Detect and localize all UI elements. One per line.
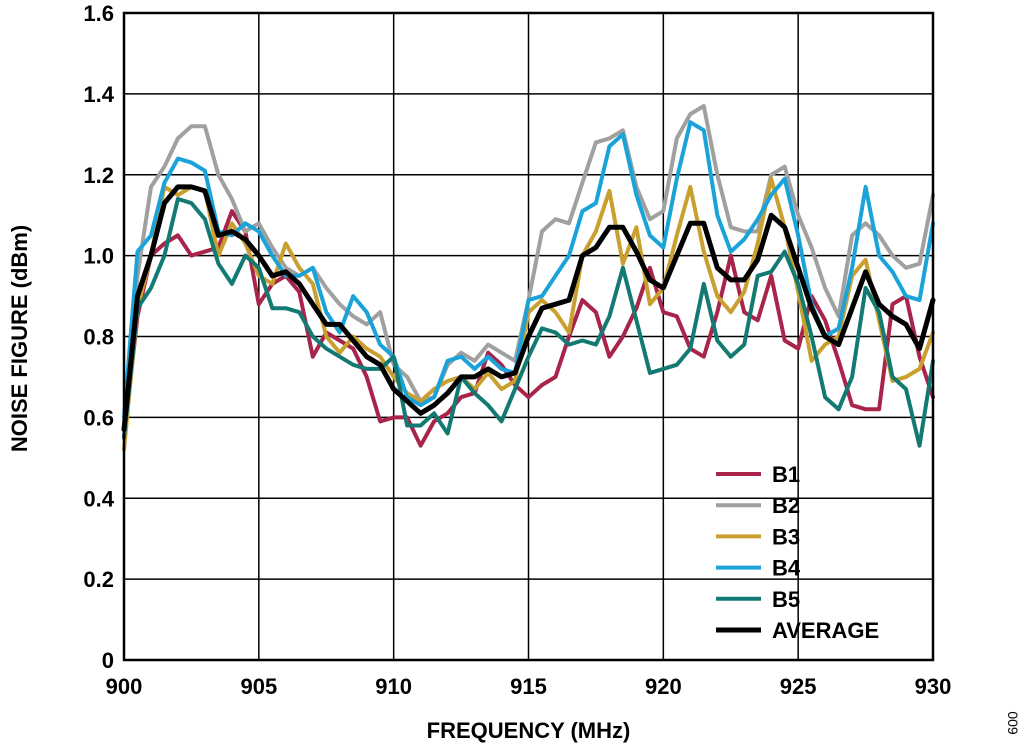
y-tick-label: 0.4 [83, 486, 114, 511]
x-tick-label: 905 [240, 674, 277, 699]
legend-label-b4: B4 [772, 556, 801, 581]
plot-frame [122, 11, 935, 662]
x-tick-label: 930 [915, 674, 952, 699]
y-tick-label: 0.2 [83, 567, 114, 592]
y-axis-ticks: 0 0.2 0.4 0.6 0.8 1.0 1.2 1.4 1.6 [83, 1, 114, 673]
y-axis-title: NOISE FIGURE (dBm) [7, 225, 32, 452]
series-line-average [121, 184, 936, 432]
series-line-b4 [122, 120, 935, 420]
series-lines [121, 104, 936, 452]
legend-label-b1: B1 [772, 462, 800, 487]
x-axis-title: FREQUENCY (MHz) [427, 718, 631, 743]
x-tick-label: 920 [645, 674, 682, 699]
y-tick-label: 0.8 [83, 325, 114, 350]
series-line-b1 [122, 209, 935, 448]
y-tick-label: 0 [102, 648, 114, 673]
x-tick-label: 900 [106, 674, 143, 699]
y-tick-label: 1.4 [83, 82, 114, 107]
y-tick-label: 1.0 [83, 244, 114, 269]
y-tick-label: 1.6 [83, 1, 114, 26]
legend-label-b3: B3 [772, 524, 800, 549]
series-line-b5 [122, 197, 935, 448]
figure-id: 009 [1005, 711, 1021, 735]
x-tick-label: 925 [780, 674, 817, 699]
legend-label-b2: B2 [772, 493, 800, 518]
y-tick-label: 0.6 [83, 405, 114, 430]
x-tick-label: 915 [510, 674, 547, 699]
x-tick-label: 910 [375, 674, 412, 699]
legend-label-b5: B5 [772, 587, 800, 612]
y-tick-label: 1.2 [83, 163, 114, 188]
x-axis-ticks: 900 905 910 915 920 925 930 [106, 674, 952, 699]
legend-label-average: AVERAGE [772, 618, 879, 643]
legend: B1 B2 B3 B4 B5 AVERAGE [716, 462, 879, 643]
